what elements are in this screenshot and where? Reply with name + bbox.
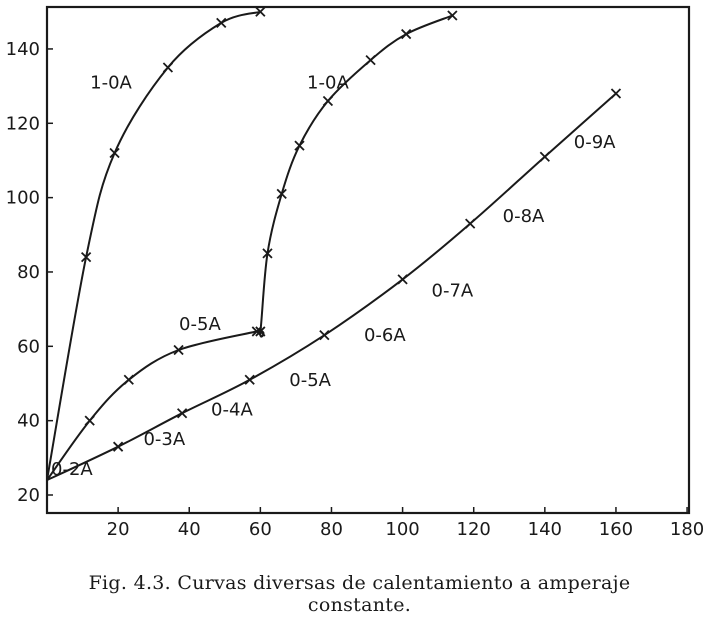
x-tick-label: 160 <box>599 519 633 540</box>
curve-3-point <box>397 274 408 285</box>
x-tick-label: 40 <box>178 519 201 540</box>
curve-3-point <box>539 151 550 162</box>
caption-text-1: Fig. 4.3. Curvas diversas de calentamien… <box>88 572 631 594</box>
y-tick-label: 140 <box>6 39 40 60</box>
curve-line-3 <box>46 92 617 482</box>
curve-2-point <box>84 415 95 426</box>
curve-1-point <box>162 62 174 73</box>
curve-1-point <box>216 17 227 29</box>
curve-2-point <box>173 344 184 356</box>
axis-ticks: 20 40 60 80 100 120 140 160 180 20 40 60 80 100 120 140 <box>6 39 705 540</box>
curve-2-point <box>276 188 287 200</box>
curve-label: 0-5A <box>289 370 331 391</box>
x-tick-label: 100 <box>385 519 419 540</box>
x-tick-label: 80 <box>320 519 343 540</box>
curve-label: 1-0A <box>307 72 349 93</box>
x-tick-label: 120 <box>457 519 491 540</box>
curve-3-point <box>610 88 622 99</box>
x-tick-label: 20 <box>107 519 130 540</box>
curve-2-point <box>255 326 266 337</box>
curve-2-point <box>322 95 334 107</box>
curve-label: 0-4A <box>211 400 253 421</box>
curve-2-point <box>447 10 458 21</box>
markers-layer <box>80 6 622 452</box>
x-tick-label: 140 <box>528 519 562 540</box>
curve-label: 0-6A <box>364 325 406 346</box>
figure-caption-line1: Fig. 4.3. Curvas diversas de calentamien… <box>0 572 719 594</box>
y-tick-label: 100 <box>6 188 40 209</box>
curve-label: 0-3A <box>143 429 185 450</box>
curve-1-point <box>80 251 92 263</box>
curve-3-point <box>176 408 188 419</box>
caption-text-2: constante. <box>307 594 412 616</box>
y-tick-label: 60 <box>17 336 40 357</box>
curve-3-point <box>465 218 476 229</box>
heating-curves-chart: 20 40 60 80 100 120 140 160 180 20 40 60 80 100 120 140… <box>6 5 705 540</box>
curve-1-point <box>109 147 120 159</box>
y-tick-label: 120 <box>6 113 40 134</box>
curve-label: 0-9A <box>574 132 616 153</box>
curve-2-point <box>294 140 305 151</box>
curve-2-point <box>251 326 262 337</box>
y-tick-label: 80 <box>17 262 40 283</box>
y-tick-label: 20 <box>17 485 40 506</box>
x-tick-label: 60 <box>249 519 272 540</box>
y-tick-label: 40 <box>17 411 40 432</box>
curve-2-point <box>401 28 412 40</box>
curve-label: 1-0A <box>90 72 132 93</box>
curve-3-point <box>112 441 124 452</box>
curve-2-point <box>123 374 134 385</box>
plot-frame <box>45 5 691 515</box>
curve-1-point <box>255 6 266 17</box>
curve-label: 0-7A <box>432 281 474 302</box>
curve-3-point <box>319 330 330 341</box>
curve-label: 0-5A <box>179 314 221 335</box>
curve-labels-layer: 1-0A 1-0A 0-5A 0-2A 0-3A 0-4A 0-5A 0-6A 0-7A 0-8A… <box>51 72 616 480</box>
curve-2-point <box>365 54 376 66</box>
curve-3-point <box>244 374 255 385</box>
curve-2-point <box>262 248 273 259</box>
x-tick-label: 180 <box>670 519 704 540</box>
figure-caption-line2: constante. <box>0 594 719 616</box>
curve-label: 0-2A <box>51 459 93 480</box>
curve-label: 0-8A <box>503 206 545 227</box>
